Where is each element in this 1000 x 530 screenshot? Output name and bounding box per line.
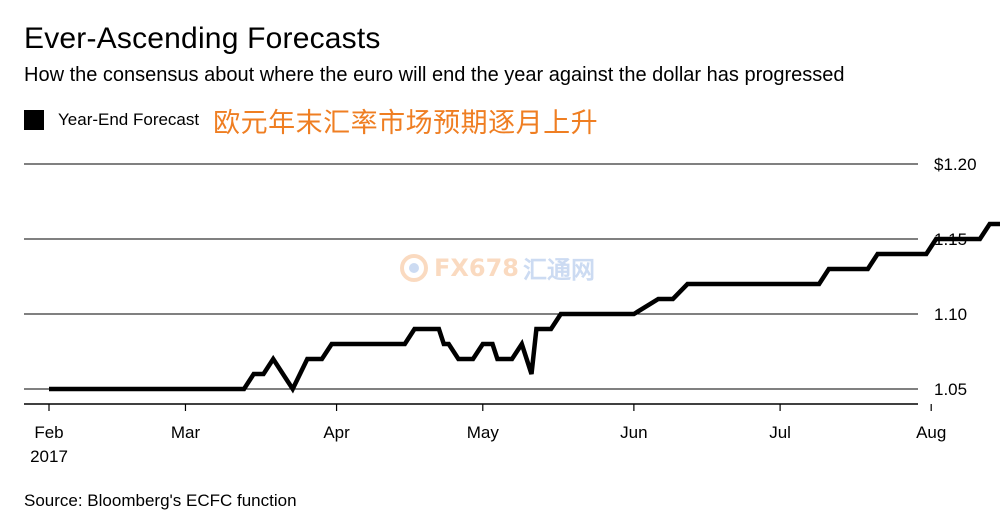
y-tick-labels: 1.051.101.15$1.20 [934,155,977,399]
fx678-logo-icon [400,253,428,282]
x-tick-label: Jul [769,423,791,442]
legend-label: Year-End Forecast [58,110,200,129]
series-layer [49,221,1000,394]
watermark-text-cn: 汇通网 [523,256,595,284]
y-tick-label: $1.20 [934,155,977,174]
watermark: FX678 汇通网 [400,250,595,285]
watermark-text: FX678 [434,253,519,282]
x-tick-label: Feb [34,423,63,442]
x-tick-label: Apr [323,423,350,442]
x-tick-label: Mar [171,423,201,442]
series-line-year-end-forecast [49,221,1000,394]
x-tick-label: May [467,423,500,442]
y-tick-label: 1.10 [934,305,967,324]
y-tick-label: 1.05 [934,380,967,399]
x-tick-label: Jun [620,423,647,442]
x-tick-label: Aug [916,423,946,442]
x-tick-labels: Feb 2017 Mar Apr May Jun Jul Aug [30,404,946,466]
x-tick-sublabel: 2017 [30,447,68,466]
chart-title: Ever-Ascending Forecasts [24,22,381,55]
chart-subtitle: How the consensus about where the euro w… [24,64,845,86]
legend: Year-End Forecast 欧元年末汇率市场预期逐月上升 [24,103,599,139]
source-note: Source: Bloomberg's ECFC function [24,491,297,510]
chinese-annotation: 欧元年末汇率市场预期逐月上升 [213,107,599,139]
legend-swatch [24,110,44,130]
